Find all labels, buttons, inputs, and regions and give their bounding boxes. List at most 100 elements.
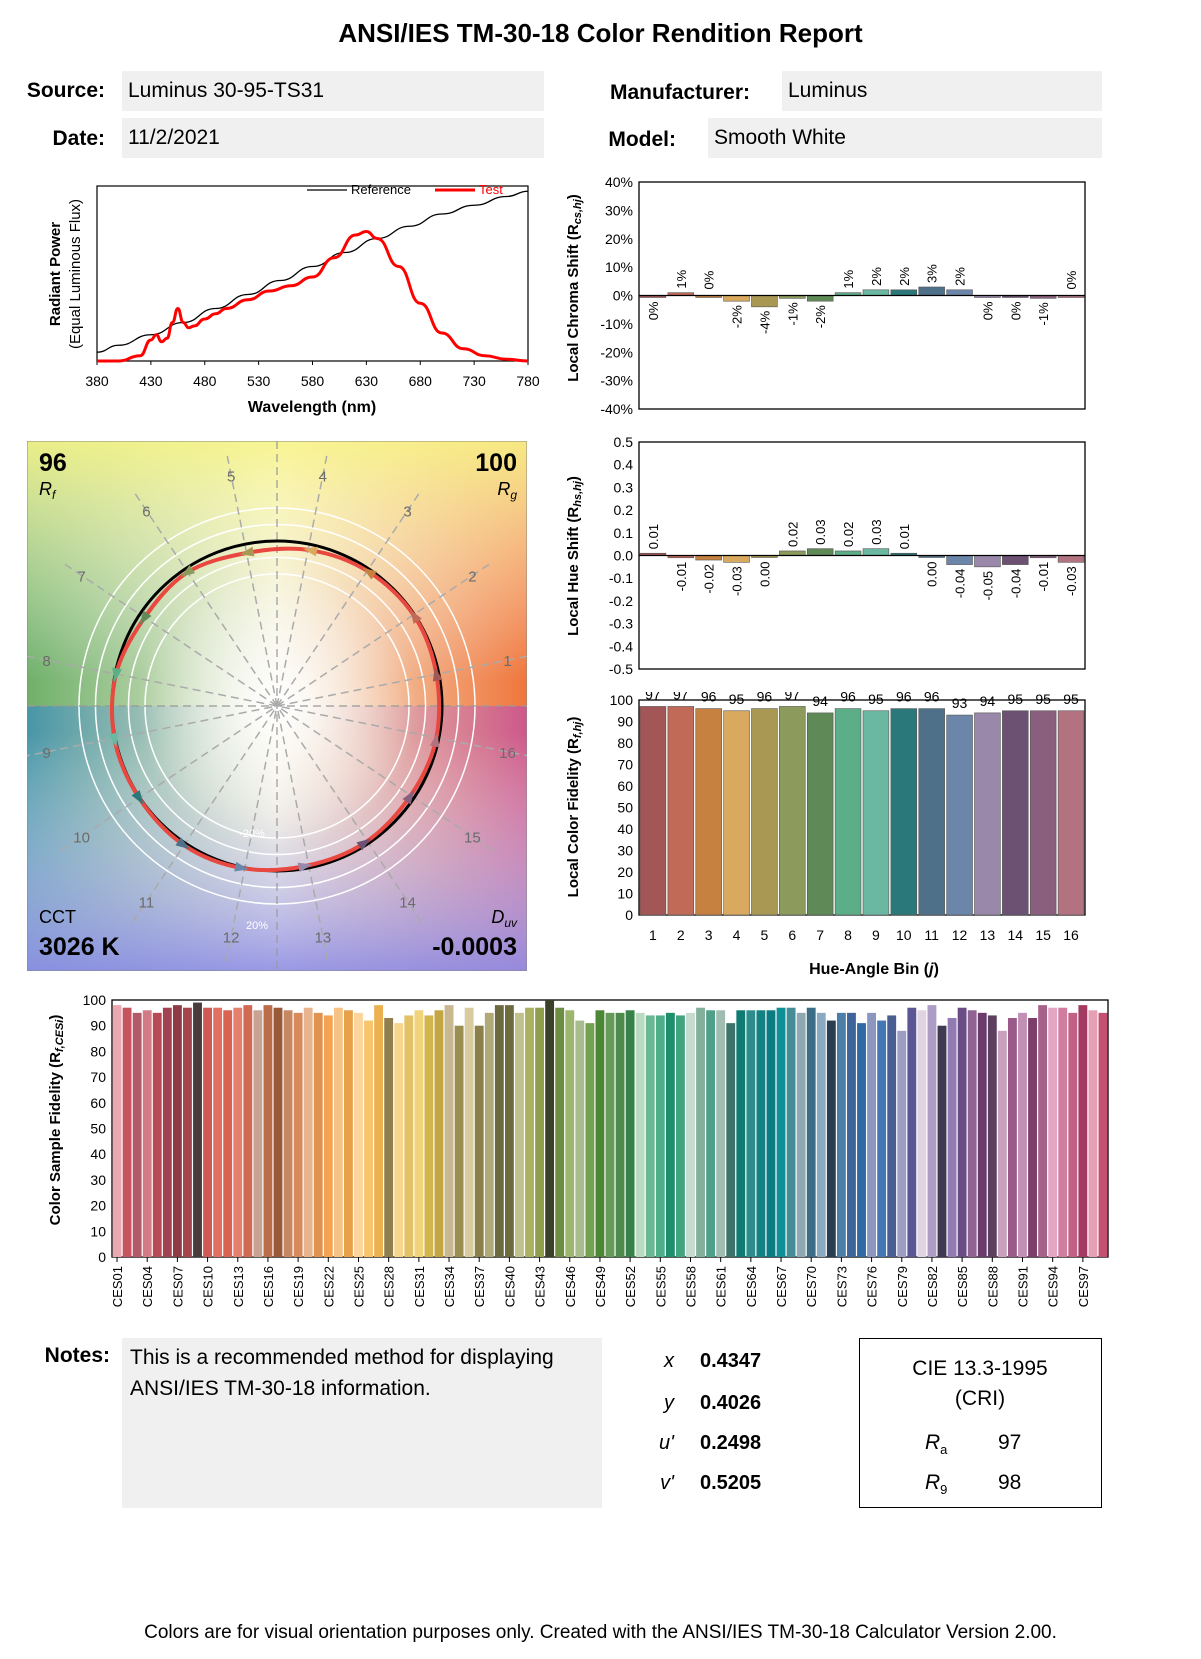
x-coord-label: x — [664, 1350, 674, 1372]
fidelity-xtick-10: 10 — [896, 927, 912, 943]
ces-xtick-CES73: CES73 — [834, 1266, 849, 1307]
hue-label-15: -0.01 — [1036, 562, 1051, 592]
hue-ytick: 0.4 — [614, 457, 634, 473]
hue-bar-9 — [862, 548, 890, 556]
bin-label-7: 7 — [77, 568, 85, 585]
fidelity-xtick-13: 13 — [980, 927, 996, 943]
bin-label-5: 5 — [227, 469, 235, 486]
spd-xtick-580: 580 — [301, 373, 325, 389]
ces-bar-91 — [1018, 1012, 1027, 1257]
r9-value: 98 — [998, 1471, 1022, 1494]
ces-bar-28 — [384, 1017, 394, 1257]
hue-arrow-2 — [409, 609, 422, 624]
spd-xtick-730: 730 — [462, 373, 486, 389]
fidelity-bar-3 — [695, 708, 722, 916]
chroma-ytick: 20% — [605, 231, 633, 247]
fidelity-xtick-1: 1 — [649, 927, 657, 943]
bin-label-13: 13 — [315, 929, 332, 946]
hue-label-13: -0.05 — [980, 571, 995, 601]
spd-chart: 380 430 480 530 580 630 680 730 780 Reference Te… — [47, 182, 540, 416]
ces-bar-12 — [223, 1010, 233, 1257]
ces-xtick-CES04: CES04 — [140, 1266, 155, 1307]
ces-bar-8 — [183, 1007, 192, 1257]
model-field: Smooth White — [708, 118, 1102, 158]
fidelity-label-9: 95 — [868, 692, 884, 707]
ces-bar-18 — [283, 1010, 293, 1257]
vector-guides — [27, 441, 527, 971]
ces-bar-95 — [1058, 1007, 1068, 1257]
report-title: ANSI/IES TM-30-18 Color Rendition Report — [338, 18, 863, 48]
chroma-label-13: 0% — [980, 301, 995, 320]
color-fidelity-ylabel: Local Color Fidelity (Rf,hj) — [565, 717, 584, 898]
fidelity-label-14: 95 — [1008, 692, 1024, 707]
fidelity-bar-7 — [806, 712, 834, 916]
ces-bar-97 — [1078, 1005, 1088, 1257]
ces-bar-51 — [615, 1012, 625, 1257]
hue-ytick: -0.1 — [609, 570, 633, 586]
source-label: Source: — [26, 79, 105, 102]
ces-bar-76 — [867, 1012, 877, 1257]
fidelity-xtick-12: 12 — [952, 927, 968, 943]
ces-bar-31 — [414, 1010, 424, 1257]
hue-label-11: 0.00 — [925, 562, 940, 587]
manufacturer-label: Manufacturer: — [609, 81, 750, 104]
x-coord-value: 0.4347 — [700, 1350, 762, 1372]
hue-arrow-6 — [180, 564, 196, 577]
ces-bar-36 — [464, 1007, 474, 1257]
chroma-bar-5 — [751, 295, 778, 308]
ces-bar-20 — [303, 1007, 313, 1257]
ces-bar-66 — [766, 1010, 776, 1257]
bin-label-1: 1 — [503, 653, 511, 670]
rf-value: 96 — [39, 449, 67, 477]
fidelity-label-7: 94 — [812, 693, 828, 709]
ces-bar-56 — [665, 1012, 675, 1257]
fidelity-xtick-3: 3 — [705, 927, 713, 943]
ces-bar-67 — [776, 1007, 786, 1257]
fidelity-label-2: 97 — [673, 692, 689, 702]
ces-xtick-CES52: CES52 — [623, 1266, 638, 1307]
bin-label-14: 14 — [399, 894, 416, 911]
fidelity-ytick: 50 — [617, 800, 633, 816]
chroma-label-4: -2% — [730, 305, 745, 329]
fidelity-bar-12 — [946, 714, 973, 916]
ces-bar-70 — [806, 1007, 816, 1257]
ra-label: Ra — [925, 1431, 948, 1458]
ces-xtick-CES85: CES85 — [955, 1266, 970, 1307]
fidelity-label-11: 96 — [924, 692, 940, 705]
fidelity-ytick: 80 — [617, 735, 633, 751]
hue-arrow-3 — [362, 567, 377, 580]
fidelity-xtick-8: 8 — [844, 927, 852, 943]
rf-label: Rf — [39, 479, 57, 502]
ces-bar-82 — [927, 1005, 937, 1257]
chroma-label-5: -4% — [757, 310, 772, 334]
chroma-label-6: -1% — [785, 302, 800, 326]
fidelity-ytick: 10 — [617, 886, 633, 902]
hue-bar-3 — [695, 555, 722, 561]
ces-bar-81 — [917, 1010, 927, 1257]
ces-bar-25 — [354, 1012, 363, 1257]
chroma-label-12: 2% — [953, 267, 968, 286]
ces-bar-2 — [122, 1007, 132, 1257]
hue-arrow-14 — [356, 838, 371, 851]
hue-arrow-10 — [131, 790, 144, 805]
fidelity-ytick: 30 — [617, 843, 633, 859]
ces-ytick: 60 — [90, 1095, 106, 1111]
chroma-ytick: -40% — [600, 401, 633, 416]
spd-reference-line — [96, 190, 529, 353]
spd-xtick-630: 630 — [355, 373, 379, 389]
ces-xtick-CES40: CES40 — [502, 1266, 517, 1307]
date-field: 11/2/2021 — [122, 118, 544, 158]
hue-label-2: -0.01 — [674, 562, 689, 592]
spd-xtick-530: 530 — [247, 373, 271, 389]
hue-bar-14 — [1002, 555, 1029, 565]
hue-ytick: 0.1 — [614, 525, 634, 541]
hue-bar-8 — [834, 550, 862, 556]
ces-bar-26 — [364, 1020, 373, 1257]
ces-bar-30 — [404, 1015, 414, 1257]
fidelity-bar-4 — [723, 710, 750, 916]
chroma-bar-12 — [946, 289, 973, 296]
chroma-ytick: -20% — [600, 344, 633, 360]
hue-ytick: -0.2 — [609, 593, 633, 609]
